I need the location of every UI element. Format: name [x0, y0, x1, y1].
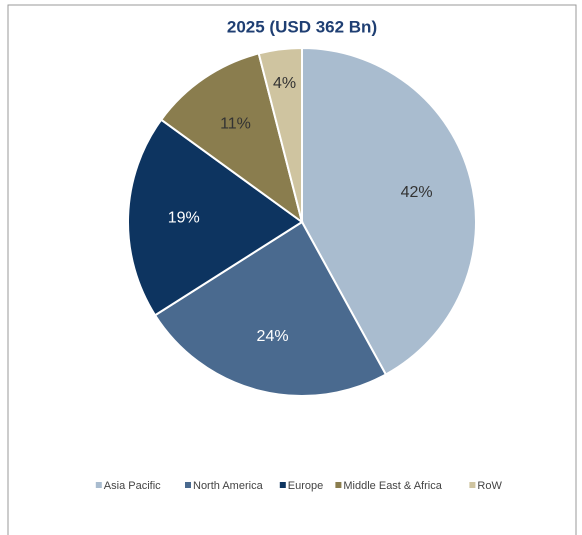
legend-swatch — [335, 482, 342, 488]
pie-slice — [153, 220, 388, 397]
legend-label: RoW — [477, 480, 502, 492]
data-label: 24% — [257, 328, 289, 345]
data-label: 42% — [401, 184, 433, 201]
legend-swatch — [95, 482, 102, 488]
legend-label: Middle East & Africa — [343, 480, 442, 492]
legend-label: North America — [193, 480, 264, 492]
data-label: 4% — [273, 75, 296, 92]
legend-swatch — [185, 482, 191, 488]
pie-slice — [257, 46, 303, 223]
chart-title: 2025 (USD 362 Bn) — [227, 17, 377, 36]
data-label: 11% — [220, 115, 251, 132]
pie-slice — [127, 118, 304, 317]
legend-label: Asia Pacific — [104, 480, 161, 492]
pie-slice — [301, 46, 477, 376]
legend-swatch — [469, 482, 476, 488]
legend-label: Europe — [288, 480, 323, 492]
data-label: 19% — [168, 210, 200, 227]
legend-swatch — [279, 482, 286, 488]
pie-slice — [159, 52, 304, 225]
